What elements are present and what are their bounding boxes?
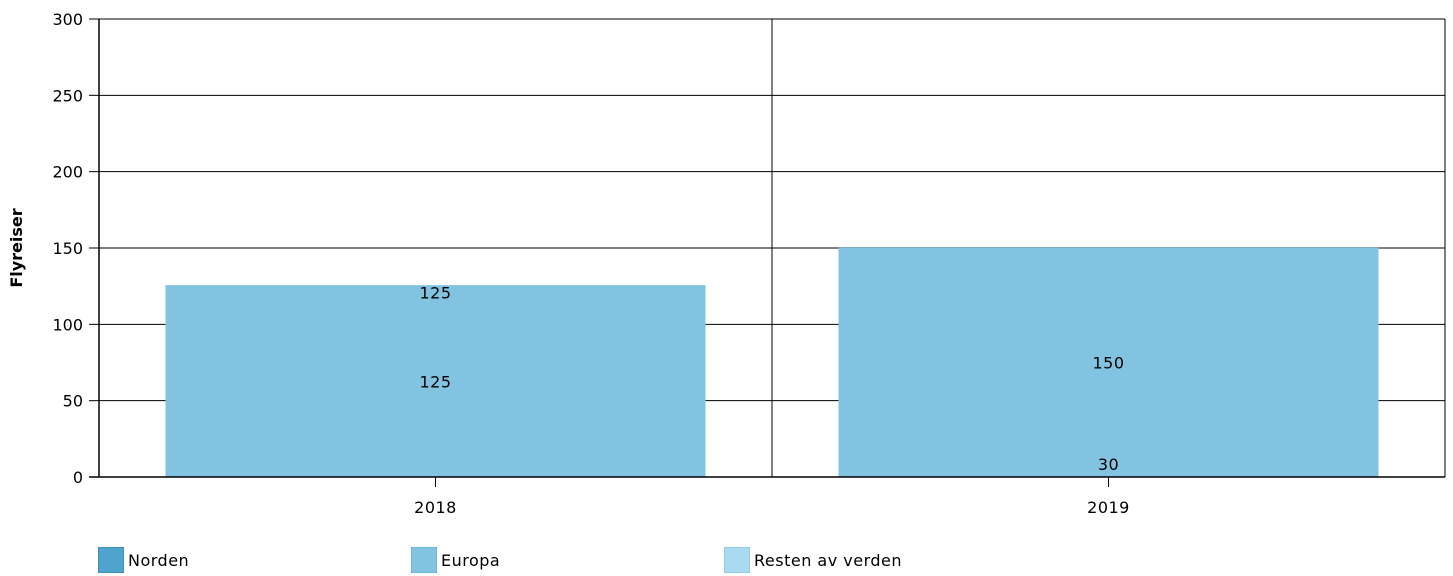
axes-layer: 0 50 100 150 200 250 300 2018 2019 <box>52 10 1446 517</box>
labels-layer: 125 125 30 150 <box>419 284 1124 474</box>
ytick-label: 200 <box>52 163 83 182</box>
ytick-label: 300 <box>52 10 83 29</box>
bars-layer <box>165 247 1379 477</box>
bar-europa-2019 <box>838 248 1379 477</box>
chart-svg: 0 50 100 150 200 250 300 2018 2019 125 125 30 150 F… <box>7 10 1446 517</box>
data-label: 125 <box>419 284 451 303</box>
data-label: 125 <box>419 373 451 392</box>
legend-item-europa: Europa <box>411 546 500 574</box>
data-label: 30 <box>1098 455 1119 474</box>
ytick-label: 100 <box>52 315 83 334</box>
xtick-label: 2018 <box>414 498 457 517</box>
bar-europa-2018 <box>165 286 706 477</box>
y-axis-label: Flyreiser <box>7 208 26 287</box>
xtick-label: 2019 <box>1087 498 1130 517</box>
legend-label-europa: Europa <box>441 550 501 570</box>
legend-item-norden: Norden <box>98 546 189 574</box>
data-label: 150 <box>1092 354 1124 373</box>
legend-label-norden: Norden <box>128 550 190 570</box>
legend-swatch-europa <box>411 547 437 573</box>
legend-swatch-norden <box>98 547 124 573</box>
ytick-label: 50 <box>63 392 83 411</box>
legend-item-resten-av-verden: Resten av verden <box>724 546 902 574</box>
legend-label-resten-av-verden: Resten av verden <box>754 550 903 570</box>
legend: Norden Europa Resten av verden <box>98 546 1398 574</box>
ytick-label: 150 <box>52 239 83 258</box>
ytick-label: 0 <box>73 468 83 487</box>
legend-swatch-resten-av-verden <box>724 547 750 573</box>
ytick-label: 250 <box>52 86 83 105</box>
